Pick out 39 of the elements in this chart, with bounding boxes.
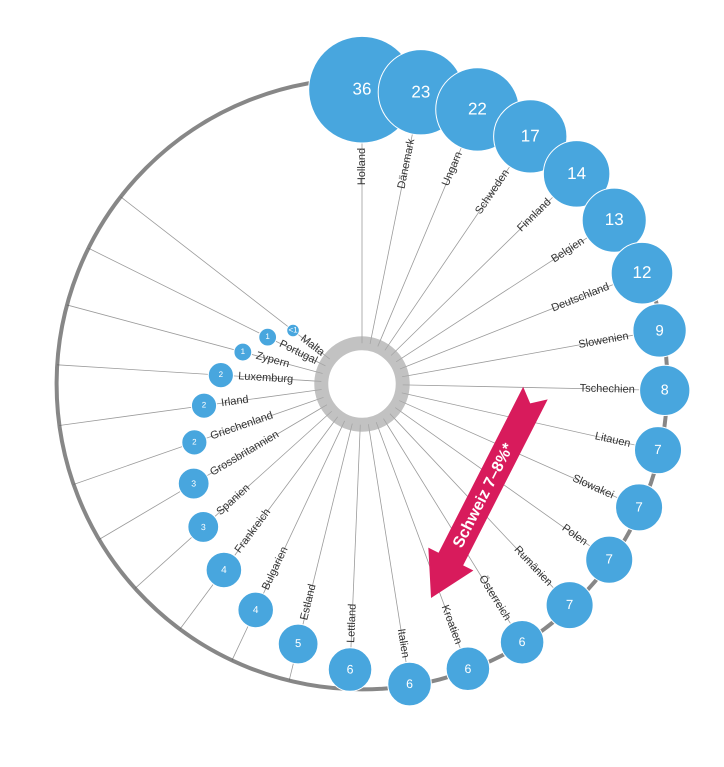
data-label: 36	[352, 80, 372, 99]
data-label: 17	[520, 126, 540, 146]
data-label: 1	[265, 332, 270, 342]
data-label: 6	[346, 662, 354, 677]
data-label: 8	[660, 382, 669, 398]
category-label: Estland	[298, 582, 319, 622]
data-label: 6	[406, 677, 414, 692]
data-label: 4	[252, 604, 259, 616]
data-label: 9	[655, 322, 664, 340]
category-label: Irland	[220, 394, 250, 410]
data-label: 3	[200, 522, 206, 532]
data-label: 14	[567, 164, 586, 183]
category-label: Dänemark	[396, 137, 418, 190]
data-label: 5	[295, 638, 302, 650]
data-label: 2	[192, 437, 198, 446]
data-label: 3	[191, 478, 196, 489]
data-label: 6	[464, 662, 472, 676]
data-label: 4	[221, 564, 228, 576]
data-label: 6	[518, 635, 526, 650]
category-label: Lettland	[345, 604, 359, 644]
data-label: 23	[411, 82, 430, 102]
data-label: 1	[240, 347, 246, 356]
data-label: 7	[566, 597, 574, 612]
data-label: 7	[606, 552, 613, 567]
category-label: Luxemburg	[238, 370, 294, 386]
data-label: <1	[288, 326, 298, 334]
category-label: Tschechien	[580, 382, 635, 396]
category-label: Italien	[394, 628, 412, 659]
data-label: 2	[202, 400, 207, 410]
data-label: 7	[635, 499, 643, 514]
category-label: Slowenien	[578, 330, 630, 351]
data-label: 2	[218, 370, 224, 380]
category-label: Litauen	[594, 430, 632, 450]
category-label: Holland	[356, 148, 368, 186]
data-label: 22	[468, 99, 487, 118]
category-label: Kroatien	[438, 603, 464, 646]
data-label: 7	[654, 442, 662, 458]
data-label: 12	[632, 263, 652, 282]
data-label: 13	[604, 210, 624, 230]
